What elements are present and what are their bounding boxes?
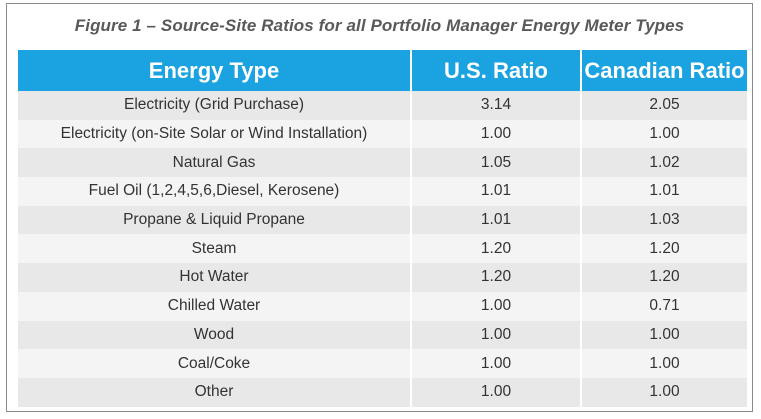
cell-canadian-ratio: 2.05 xyxy=(581,91,747,120)
cell-energy-type: Propane & Liquid Propane xyxy=(18,205,412,235)
cell-energy-type: Coal/Coke xyxy=(18,349,412,378)
cell-energy-type: Wood xyxy=(18,320,412,350)
cell-canadian-ratio: 0.71 xyxy=(581,291,747,321)
cell-energy-type: Other xyxy=(18,377,412,407)
cell-us-ratio: 1.05 xyxy=(411,148,582,178)
cell-canadian-ratio: 1.20 xyxy=(581,234,747,264)
table-row: Steam 1.20 1.20 xyxy=(18,234,747,264)
cell-us-ratio: 1.00 xyxy=(411,320,582,350)
cell-canadian-ratio: 1.03 xyxy=(581,205,747,235)
cell-canadian-ratio: 1.02 xyxy=(581,148,747,178)
cell-canadian-ratio: 1.00 xyxy=(581,349,747,378)
figure-caption: Figure 1 – Source-Site Ratios for all Po… xyxy=(74,16,685,35)
cell-us-ratio: 3.14 xyxy=(411,91,582,120)
cell-canadian-ratio: 1.00 xyxy=(581,377,747,407)
table-row: Hot Water 1.20 1.20 xyxy=(18,263,747,292)
cell-energy-type: Fuel Oil (1,2,4,5,6,Diesel, Kerosene) xyxy=(18,177,412,206)
cell-us-ratio: 1.20 xyxy=(411,263,582,292)
cell-canadian-ratio: 1.01 xyxy=(581,177,747,206)
cell-us-ratio: 1.00 xyxy=(411,349,582,378)
table-row: Natural Gas 1.05 1.02 xyxy=(18,148,747,178)
table-row: Electricity (on-Site Solar or Wind Insta… xyxy=(18,119,747,149)
header-energy-type: Energy Type xyxy=(18,50,412,91)
cell-us-ratio: 1.00 xyxy=(411,291,582,321)
table-row: Fuel Oil (1,2,4,5,6,Diesel, Kerosene) 1.… xyxy=(18,177,747,206)
table-header: Energy Type U.S. Ratio Canadian Ratio xyxy=(18,50,747,91)
header-us-ratio: U.S. Ratio xyxy=(411,50,582,91)
cell-us-ratio: 1.00 xyxy=(411,119,582,149)
cell-us-ratio: 1.01 xyxy=(411,205,582,235)
figure-frame: Figure 1 – Source-Site Ratios for all Po… xyxy=(6,3,753,412)
cell-energy-type: Chilled Water xyxy=(18,291,412,321)
cell-us-ratio: 1.01 xyxy=(411,177,582,206)
table-row: Propane & Liquid Propane 1.01 1.03 xyxy=(18,205,747,235)
header-row: Energy Type U.S. Ratio Canadian Ratio xyxy=(18,50,747,91)
cell-energy-type: Natural Gas xyxy=(18,148,412,178)
cell-us-ratio: 1.00 xyxy=(411,377,582,407)
table-row: Electricity (Grid Purchase) 3.14 2.05 xyxy=(18,91,747,120)
cell-canadian-ratio: 1.00 xyxy=(581,119,747,149)
table-row: Wood 1.00 1.00 xyxy=(18,320,747,350)
table-body: Electricity (Grid Purchase) 3.14 2.05 El… xyxy=(18,91,747,407)
cell-us-ratio: 1.20 xyxy=(411,234,582,264)
source-site-ratio-table: Energy Type U.S. Ratio Canadian Ratio El… xyxy=(18,50,747,407)
table-row: Coal/Coke 1.00 1.00 xyxy=(18,349,747,378)
cell-energy-type: Hot Water xyxy=(18,263,412,292)
table-row: Other 1.00 1.00 xyxy=(18,377,747,407)
cell-canadian-ratio: 1.20 xyxy=(581,263,747,292)
cell-energy-type: Steam xyxy=(18,234,412,264)
cell-canadian-ratio: 1.00 xyxy=(581,320,747,350)
table-row: Chilled Water 1.00 0.71 xyxy=(18,291,747,321)
header-canadian-ratio: Canadian Ratio xyxy=(581,50,747,91)
cell-energy-type: Electricity (on-Site Solar or Wind Insta… xyxy=(18,119,412,149)
cell-energy-type: Electricity (Grid Purchase) xyxy=(18,91,412,120)
